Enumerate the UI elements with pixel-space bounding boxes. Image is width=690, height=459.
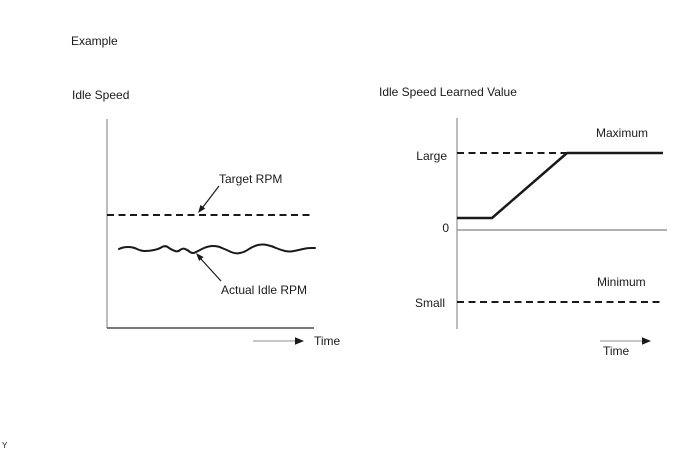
right-time-arrowhead-icon <box>642 337 651 345</box>
page-marker: Y <box>2 441 8 450</box>
left-chart <box>106 119 316 345</box>
example-label: Example <box>71 34 118 48</box>
actual-idle-rpm-arrow-shaft <box>200 258 222 282</box>
target-rpm-label: Target RPM <box>219 172 283 186</box>
actual-idle-rpm-label: Actual Idle RPM <box>221 283 308 297</box>
zero-tick-label: 0 <box>442 221 449 235</box>
actual-idle-rpm-wavy-line <box>118 243 316 255</box>
right-time-axis-label: Time <box>603 344 630 358</box>
right-chart-title: Idle Speed Learned Value <box>379 85 517 99</box>
large-tick-label: Large <box>416 149 447 163</box>
right-chart <box>456 118 667 345</box>
actual-idle-rpm-arrowhead-icon <box>196 253 204 261</box>
minimum-label: Minimum <box>597 275 646 289</box>
left-time-arrowhead-icon <box>295 337 304 345</box>
learned-value-line <box>457 151 663 220</box>
small-tick-label: Small <box>414 296 445 310</box>
left-time-axis-label: Time <box>314 334 341 348</box>
target-rpm-arrow-shaft <box>202 185 220 208</box>
maximum-label: Maximum <box>596 126 649 140</box>
left-chart-title: Idle Speed <box>72 88 130 102</box>
target-rpm-arrowhead-icon <box>198 204 206 213</box>
